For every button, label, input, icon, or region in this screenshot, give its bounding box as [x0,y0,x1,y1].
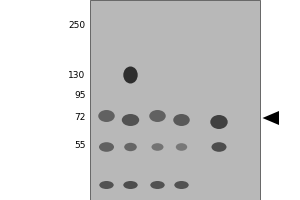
Bar [90,0,260,200]
Ellipse shape [210,115,228,129]
Ellipse shape [123,66,138,84]
Text: 250: 250 [68,21,86,30]
Text: 55: 55 [74,140,85,149]
Text: 130: 130 [68,71,86,79]
Ellipse shape [98,110,115,122]
Ellipse shape [176,143,187,151]
Ellipse shape [173,114,190,126]
Ellipse shape [99,181,114,189]
Ellipse shape [212,142,226,152]
Ellipse shape [152,143,164,151]
Ellipse shape [123,181,138,189]
Ellipse shape [149,110,166,122]
Ellipse shape [99,142,114,152]
Text: 72: 72 [74,112,85,121]
Ellipse shape [150,181,165,189]
Ellipse shape [174,181,189,189]
Text: 95: 95 [74,90,85,99]
Ellipse shape [124,143,137,151]
Ellipse shape [122,114,139,126]
Polygon shape [262,111,279,125]
